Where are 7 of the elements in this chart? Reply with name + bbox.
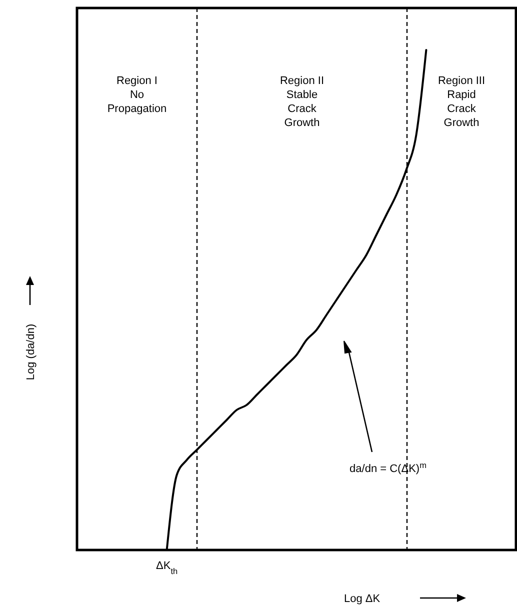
- annotation: Region I No Propagation: [107, 75, 167, 115]
- y-axis-title: Log (da/dn): [25, 324, 37, 380]
- annotation: da/dn = C(ΔK)$^{m}$: [350, 460, 427, 475]
- x-axis-title: Log ΔK: [344, 593, 381, 605]
- annotation: Region III Rapid Crack Growth: [438, 75, 486, 129]
- annotation: Region II Stable Crack Growth: [280, 75, 324, 129]
- text: ΔK$_{th}$: [156, 560, 178, 576]
